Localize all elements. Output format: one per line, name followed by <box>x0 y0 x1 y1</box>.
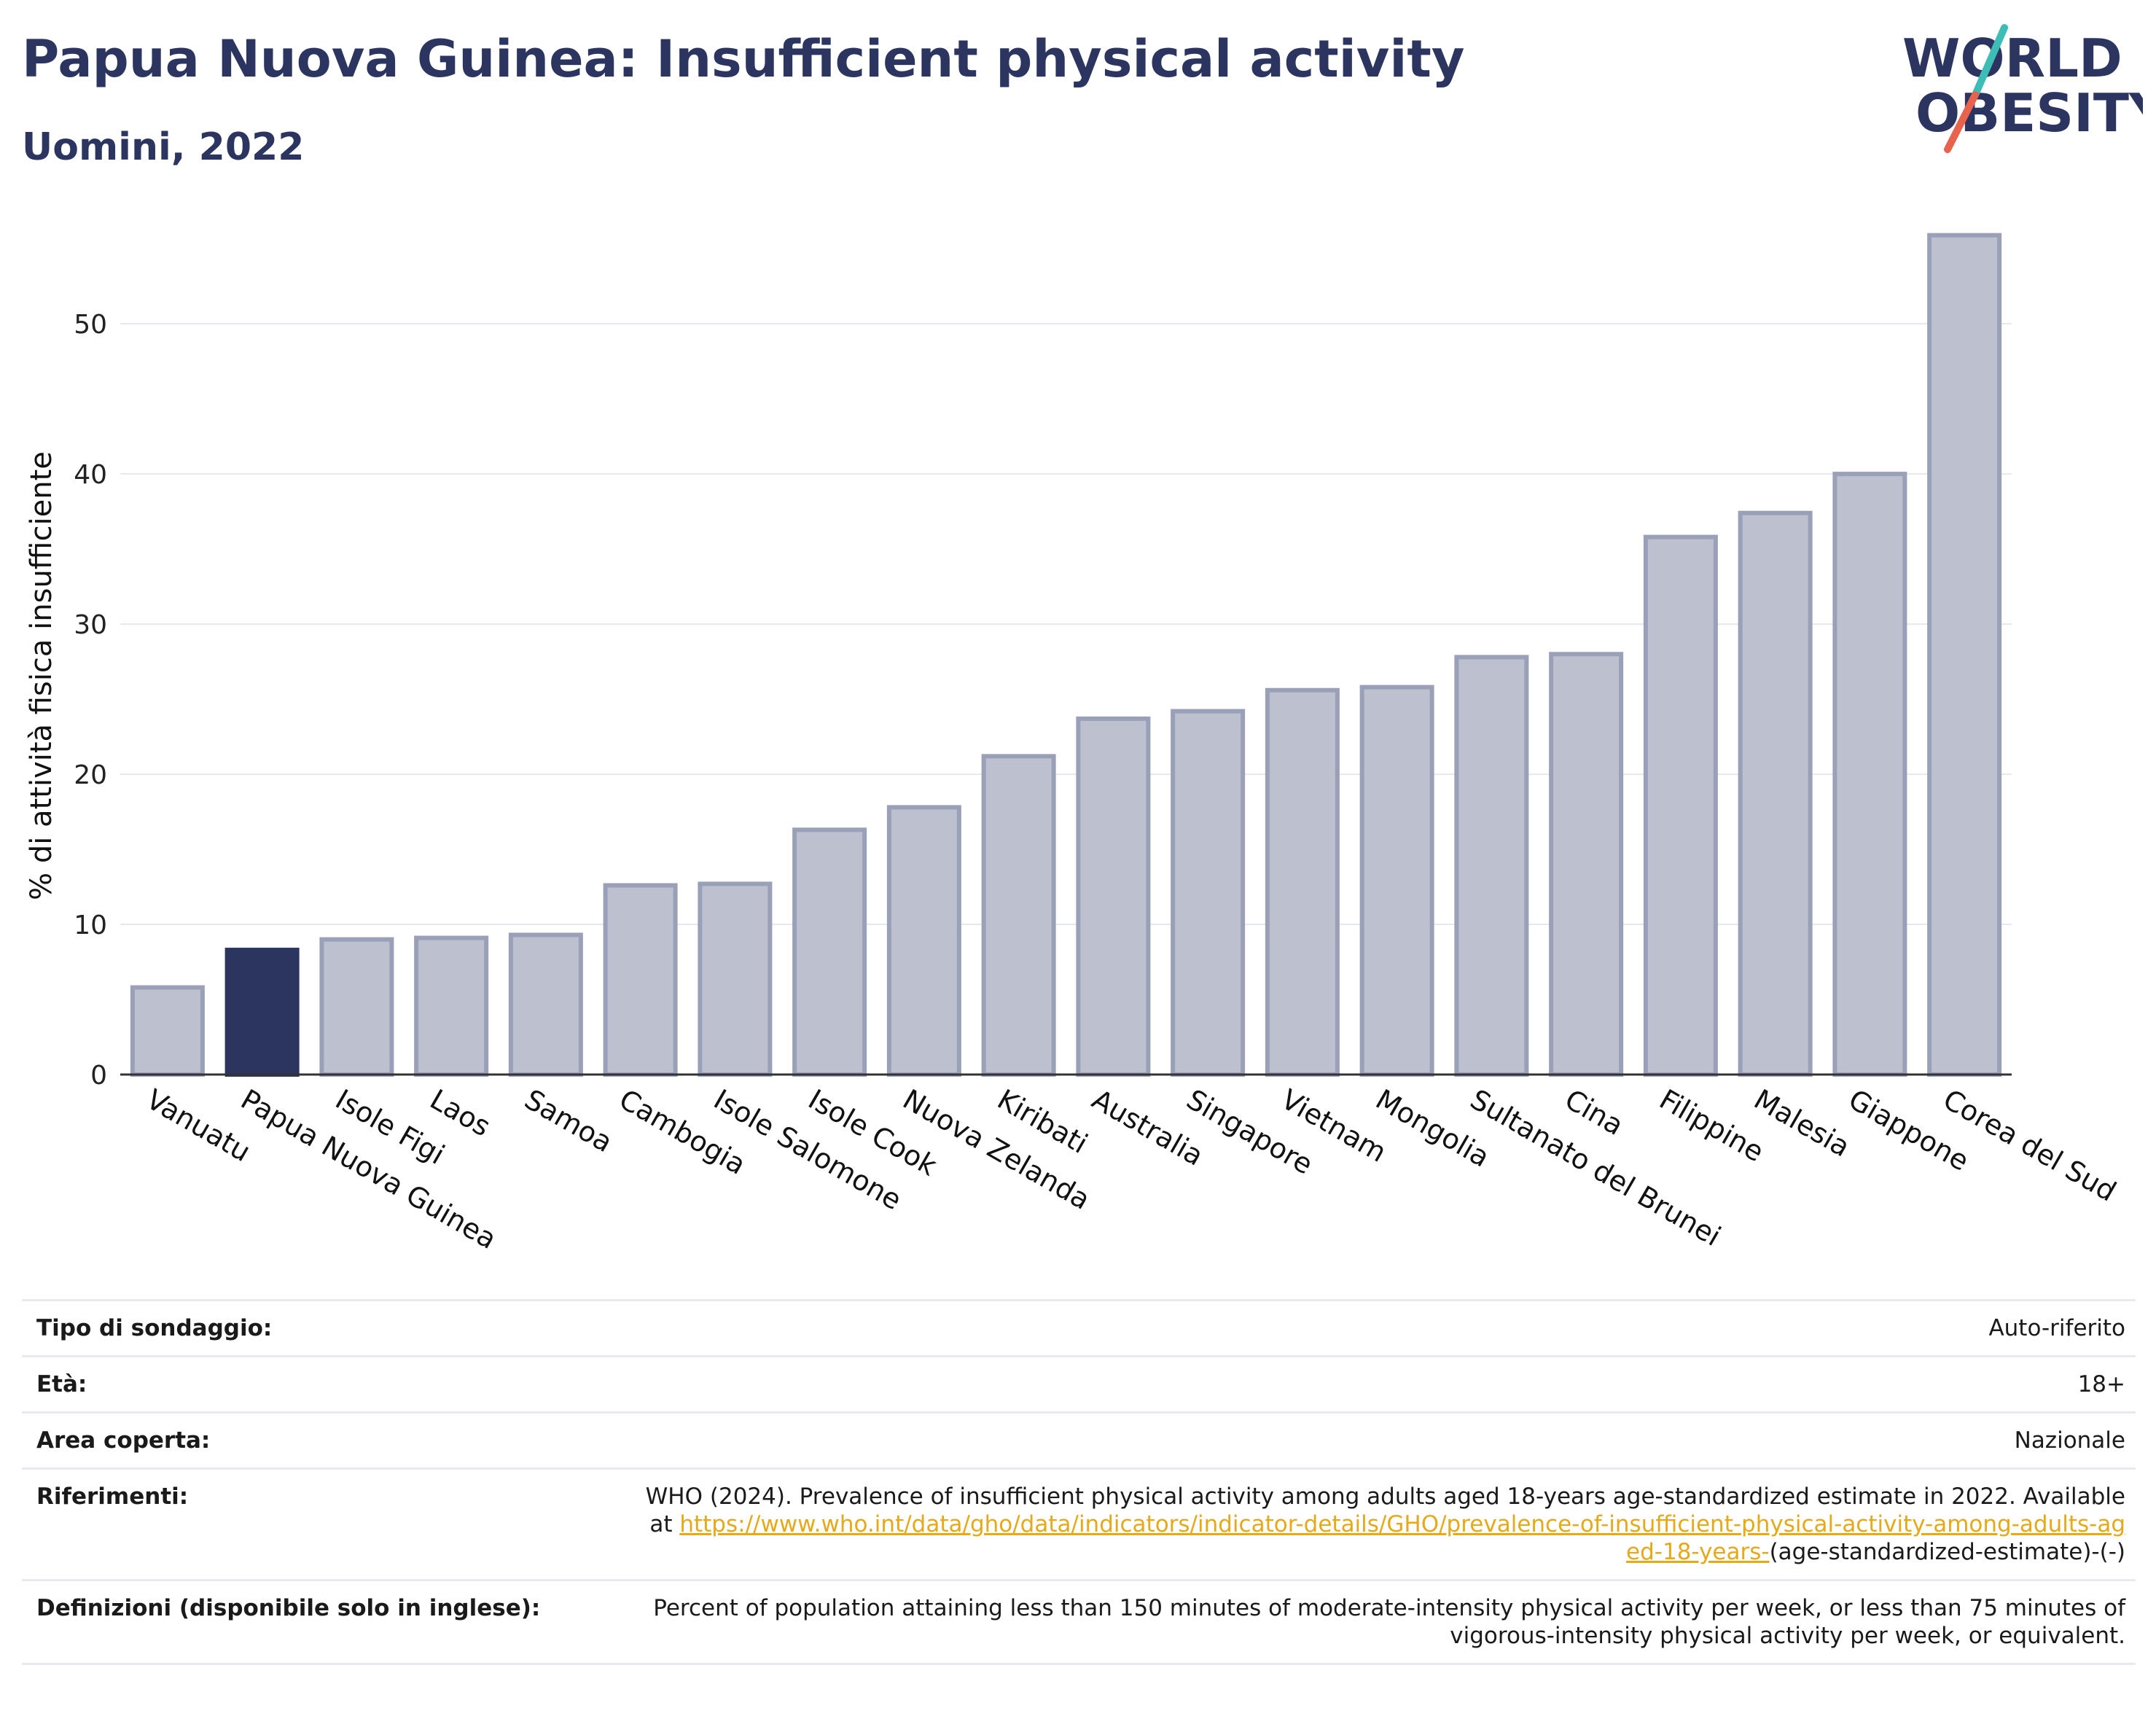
bar-australia <box>1076 716 1151 1077</box>
x-category-label: Filippine <box>1654 1083 1769 1169</box>
meta-key: Riferimenti: <box>22 1467 624 1580</box>
y-tick-label: 30 <box>74 610 107 640</box>
meta-value: 18+ <box>624 1355 2136 1413</box>
meta-key: Area coperta: <box>22 1411 624 1469</box>
meta-value: Nazionale <box>624 1411 2136 1469</box>
bar-laos <box>414 935 489 1077</box>
bar-vietnam <box>1265 687 1340 1077</box>
y-tick-label: 10 <box>74 911 107 940</box>
meta-row-references: Riferimenti: WHO (2024). Prevalence of i… <box>22 1467 2136 1580</box>
x-category-label: Vanuatu <box>141 1083 256 1168</box>
logo-slash-teal <box>1972 24 2008 98</box>
bar-cambogia <box>603 883 678 1077</box>
bar-corea-del-sud <box>1927 233 2002 1077</box>
world-obesity-logo: WORLD OBESITY <box>1902 24 2143 153</box>
reference-text-after: (age-standardized-estimate)-(-) <box>1769 1539 2125 1565</box>
bar-kiribati <box>981 754 1056 1077</box>
bar-singapore <box>1171 709 1246 1077</box>
bar-sultanato-del-brunei <box>1454 655 1529 1077</box>
y-tick-label: 50 <box>74 310 107 340</box>
meta-value: Auto-riferito <box>624 1299 2136 1357</box>
meta-row-definitions: Definizioni (disponibile solo in inglese… <box>22 1579 2136 1665</box>
y-tick-label: 40 <box>74 460 107 490</box>
bar-isole-cook <box>792 827 867 1077</box>
page-title: Papua Nuova Guinea: Insufficient physica… <box>22 29 1465 89</box>
meta-key: Tipo di sondaggio: <box>22 1299 624 1357</box>
y-tick-label: 20 <box>74 760 107 790</box>
bar-papua-nuova-guinea <box>224 948 300 1077</box>
reference-link[interactable]: https://www.who.int/data/gho/data/indica… <box>679 1511 2125 1565</box>
y-tick-label: 0 <box>90 1061 107 1091</box>
reference-text: WHO (2024). Prevalence of insufficient p… <box>645 1483 2125 1537</box>
metadata-table: Tipo di sondaggio: Auto-riferito Età: 18… <box>22 1299 2136 1665</box>
logo-slash-red <box>1944 91 1979 153</box>
bar-mongolia <box>1359 685 1434 1077</box>
meta-row-age: Età: 18+ <box>22 1355 2136 1413</box>
bar-isole-figi <box>319 937 394 1077</box>
bar-isole-salomone <box>698 881 773 1077</box>
bar-cina <box>1549 652 1624 1077</box>
meta-key: Età: <box>22 1355 624 1413</box>
bar-giappone <box>1832 472 1907 1077</box>
y-tick-labels: 0 10 20 30 40 50 <box>74 310 107 1091</box>
meta-row-survey-type: Tipo di sondaggio: Auto-riferito <box>22 1299 2136 1357</box>
meta-key: Definizioni (disponibile solo in inglese… <box>22 1579 624 1665</box>
x-category-label: Malesia <box>1749 1083 1855 1163</box>
meta-value: WHO (2024). Prevalence of insufficient p… <box>624 1467 2136 1580</box>
gridlines <box>120 323 2012 926</box>
y-axis-title: % di attività fisica insufficiente <box>25 451 58 900</box>
meta-row-coverage: Area coperta: Nazionale <box>22 1411 2136 1469</box>
logo-line1: WORLD <box>1902 28 2122 89</box>
bar-samoa <box>508 932 583 1077</box>
x-category-label: Samoa <box>519 1083 617 1159</box>
bar-malesia <box>1738 510 1813 1077</box>
bar-filippine <box>1643 534 1718 1077</box>
meta-value: Percent of population attaining less tha… <box>624 1579 2136 1665</box>
bar-nuova-zelanda <box>886 805 961 1077</box>
x-category-label: Cina <box>1560 1083 1629 1142</box>
bar-vanuatu <box>130 985 205 1077</box>
page-subtitle: Uomini, 2022 <box>22 125 305 169</box>
bars <box>130 233 2002 1077</box>
